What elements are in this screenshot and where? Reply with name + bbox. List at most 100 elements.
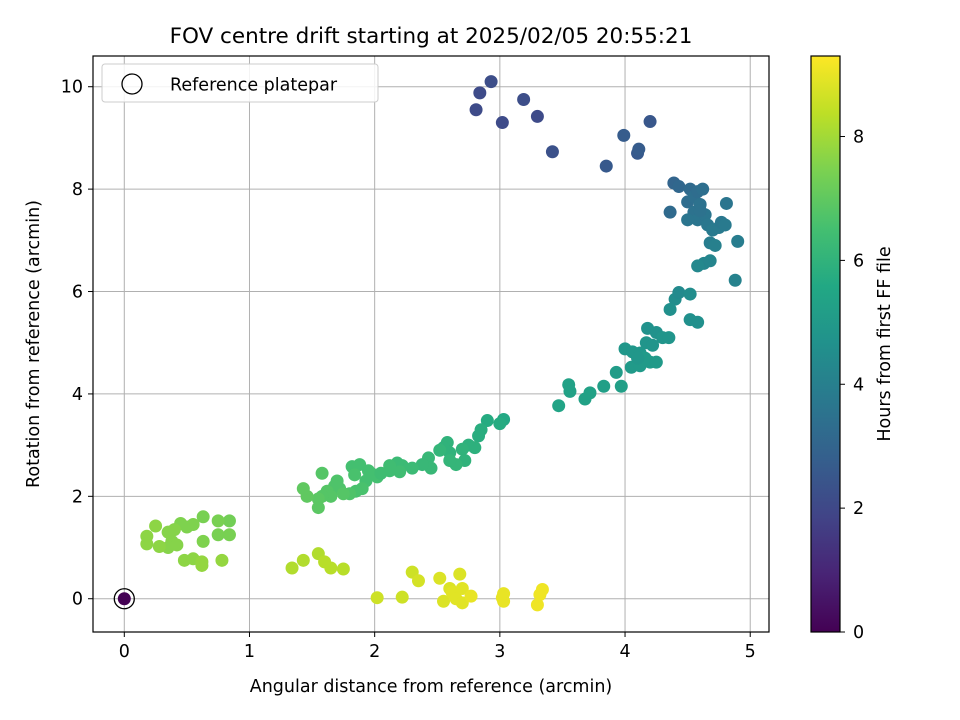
data-point	[614, 379, 628, 393]
data-point	[464, 589, 478, 603]
data-point	[393, 465, 407, 479]
data-point	[632, 142, 646, 156]
data-point	[473, 86, 487, 100]
data-point	[662, 331, 676, 345]
data-point	[535, 583, 549, 597]
data-point	[222, 514, 236, 528]
data-point	[433, 443, 447, 457]
data-point	[472, 429, 486, 443]
data-point	[609, 365, 623, 379]
data-points	[140, 75, 745, 612]
y-tick-label: 2	[72, 487, 83, 507]
data-point	[196, 510, 210, 524]
legend-box	[101, 63, 379, 103]
colorbar-label: Hours from first FF file	[875, 246, 895, 441]
colorbar-ticks: 0 2 4 6 8	[840, 128, 864, 643]
data-point	[597, 379, 611, 393]
data-point	[370, 591, 384, 605]
data-point	[693, 204, 707, 218]
data-point	[285, 561, 299, 575]
data-point	[672, 180, 686, 194]
data-point	[683, 287, 697, 301]
data-point	[663, 205, 677, 219]
data-point	[691, 259, 705, 273]
data-point	[646, 338, 660, 352]
data-point	[469, 103, 483, 117]
data-point	[703, 254, 717, 268]
colorbar-tick-label: 6	[853, 251, 864, 271]
y-axis-label: Rotation from reference (arcmin)	[24, 200, 44, 488]
data-point	[324, 561, 338, 575]
data-point	[719, 196, 733, 210]
y-axis-ticks: 0 2 4 6 8 10	[61, 78, 93, 610]
data-point	[718, 218, 732, 232]
data-point	[599, 159, 613, 173]
data-point	[691, 315, 705, 329]
data-point	[395, 590, 409, 604]
reference-point	[113, 588, 135, 610]
y-tick-label: 8	[72, 180, 83, 200]
x-tick-label: 3	[494, 642, 505, 662]
data-point	[455, 581, 469, 595]
legend: Reference platepar	[101, 63, 379, 103]
data-point	[545, 145, 559, 159]
data-point	[336, 487, 350, 501]
colorbar-tick-label: 8	[853, 128, 864, 148]
data-point	[681, 213, 695, 227]
data-point	[196, 534, 210, 548]
data-point	[631, 351, 645, 365]
legend-label: Reference platepar	[170, 76, 338, 96]
x-tick-label: 4	[619, 642, 630, 662]
x-tick-label: 5	[745, 642, 756, 662]
legend-marker	[121, 73, 143, 95]
data-point	[140, 537, 154, 551]
data-point	[315, 466, 329, 480]
y-tick-label: 10	[61, 78, 83, 98]
data-point	[563, 384, 577, 398]
data-point	[443, 453, 457, 467]
data-point	[374, 466, 388, 480]
data-point	[552, 399, 566, 413]
data-point	[617, 128, 631, 142]
data-point	[311, 501, 325, 515]
data-point	[493, 417, 507, 431]
data-point	[411, 574, 425, 588]
data-point	[497, 587, 511, 601]
y-tick-label: 6	[72, 283, 83, 303]
data-point	[336, 562, 350, 576]
x-tick-label: 1	[244, 642, 255, 662]
data-point	[296, 482, 310, 496]
data-point	[643, 115, 657, 129]
data-point	[195, 558, 209, 572]
colorbar	[810, 55, 841, 633]
reference-dot	[117, 592, 131, 606]
data-point	[455, 442, 469, 456]
x-tick-label: 0	[119, 642, 130, 662]
colorbar-tick-label: 0	[853, 623, 864, 643]
plot-frame	[92, 55, 770, 633]
data-point	[649, 355, 663, 369]
data-point	[405, 461, 419, 475]
data-point	[296, 553, 310, 567]
data-point	[495, 116, 509, 130]
data-point	[728, 273, 742, 287]
data-point	[211, 514, 225, 528]
data-point	[480, 414, 494, 428]
data-point	[672, 286, 686, 300]
data-point	[530, 109, 544, 123]
data-point	[696, 182, 710, 196]
y-tick-label: 0	[72, 590, 83, 610]
x-tick-label: 2	[369, 642, 380, 662]
data-point	[149, 519, 163, 533]
chart-title: FOV centre drift starting at 2025/02/05 …	[170, 24, 693, 49]
data-point	[468, 441, 482, 455]
data-point	[415, 458, 429, 472]
reference-ring	[113, 588, 135, 610]
x-axis-label: Angular distance from reference (arcmin)	[250, 677, 613, 697]
data-point	[530, 598, 544, 612]
data-point	[517, 93, 531, 107]
grid	[93, 56, 769, 632]
data-point	[453, 567, 467, 581]
data-point	[437, 594, 451, 608]
colorbar-tick-label: 2	[853, 499, 864, 519]
